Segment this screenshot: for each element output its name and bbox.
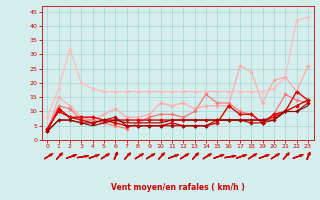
Text: Vent moyen/en rafales ( km/h ): Vent moyen/en rafales ( km/h ) bbox=[111, 183, 244, 192]
